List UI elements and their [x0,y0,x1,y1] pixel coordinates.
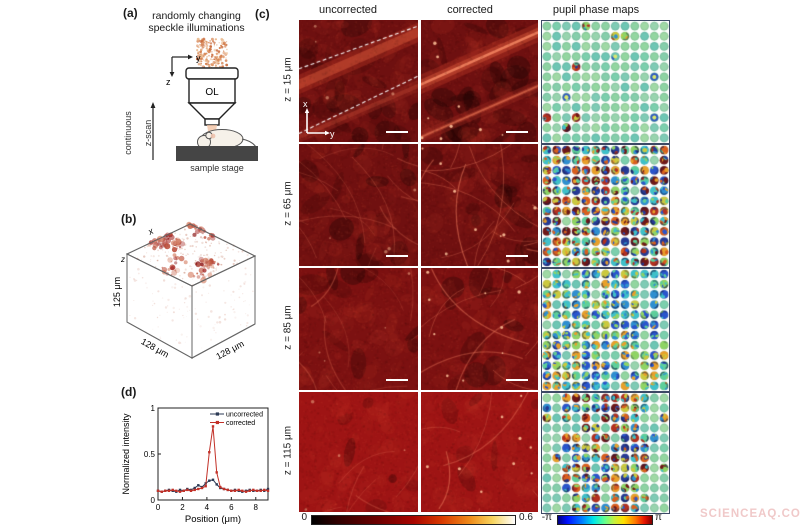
volume-rendering-cube: x z 125 μm 128 μm 128 μm [112,221,257,362]
x-tick-label: 6 [229,503,234,512]
y-axis-title: Normalized intensity [121,413,131,495]
panel-b-label: (b) [121,212,137,226]
phase-colorbar-min: -π [541,512,552,523]
row-label-z85: z = 85 μm [282,305,294,350]
column-header-corrected: corrected [447,4,493,16]
column-header-pupil-phase-maps: pupil phase maps [552,4,640,16]
z-scan-arrow-icon [150,102,156,160]
microscope-schematic: y z OL sample stage continuous z-scan [123,37,258,173]
intensity-colorbar-min: 0 [301,512,307,523]
micrograph-z115-corrected [421,392,538,512]
micrograph-z85-corrected [421,268,538,390]
panel-a-label: (a) [123,6,138,20]
pupil-phase-map-z65 [541,144,670,268]
scan-label-line1: continuous [123,111,133,155]
panel-a-caption-line1: randomly changing [152,10,241,22]
objective-lens [185,67,239,126]
y-tick-label: 0 [151,496,156,505]
x-tick-label: 8 [254,503,259,512]
scan-label-line2: z-scan [143,120,153,147]
inset-axes-xy-icon: x y [303,99,335,139]
scale-bar-z65-corrected [506,255,528,257]
cube-dim-left: 125 μm [112,277,122,307]
axis-z-label: z [166,77,171,87]
x-tick-label: 4 [205,503,210,512]
panel-d-label: (d) [121,385,137,399]
speckle-beam [195,37,229,71]
cube-axis-z-label: z [120,255,125,264]
legend-uncorrected: uncorrected [226,412,263,419]
column-header-uncorrected: uncorrected [318,4,378,16]
micrograph-z65-corrected [421,144,538,266]
objective-label: OL [205,87,219,98]
x-tick-label: 2 [180,503,185,512]
pupil-phase-map-z85 [541,268,670,392]
legend-corrected: corrected [226,420,255,427]
intensity-colorbar [311,515,516,525]
scale-bar-z15-corrected [506,131,528,133]
y-tick-label: 1 [151,404,156,413]
micrograph-z15-uncorrected [299,20,418,142]
mouse-sample [197,129,257,149]
scale-bar-z15-uncorrected [386,131,408,133]
inset-axis-x-label: x [303,99,308,109]
x-axis-title: Position (μm) [185,514,241,525]
cube-axis-x-label: x [146,226,156,238]
scale-bar-z65-uncorrected [386,255,408,257]
scale-bar-z85-corrected [506,379,528,381]
x-tick-label: 0 [156,503,161,512]
watermark: SCIENCEAQ.COM [700,508,800,520]
scale-bar-z85-uncorrected [386,379,408,381]
sample-stage-label: sample stage [190,163,244,173]
row-label-z115: z = 115 μm [282,425,294,476]
micrograph-z15-corrected [421,20,538,142]
micrograph-z115-uncorrected [299,392,418,512]
axis-y-label: y [196,53,201,63]
panel-c-label: (c) [255,7,270,21]
micrograph-z85-uncorrected [299,268,418,390]
pupil-phase-map-z115 [541,392,670,514]
sample-stage [176,146,258,161]
pupil-phase-map-z15 [541,20,670,144]
intensity-profile-plot: 0 2 4 6 8 0 0.5 1 Normalized intensity Position (… [121,404,270,525]
axes-yz-icon [169,54,193,77]
panel-a-caption: randomly changing speckle illuminations [134,10,259,34]
series-corrected [157,426,269,493]
inset-axis-y-label: y [330,129,335,139]
panel-a-caption-line2: speckle illuminations [148,21,245,34]
micrograph-z65-uncorrected [299,144,418,266]
intensity-colorbar-max: 0.6 [519,512,533,523]
phase-colorbar [557,515,653,525]
y-tick-label: 0.5 [144,450,156,459]
phase-colorbar-max: π [655,512,662,523]
row-label-z65: z = 65 μm [282,181,294,226]
row-label-z15: z = 15 μm [282,57,294,102]
